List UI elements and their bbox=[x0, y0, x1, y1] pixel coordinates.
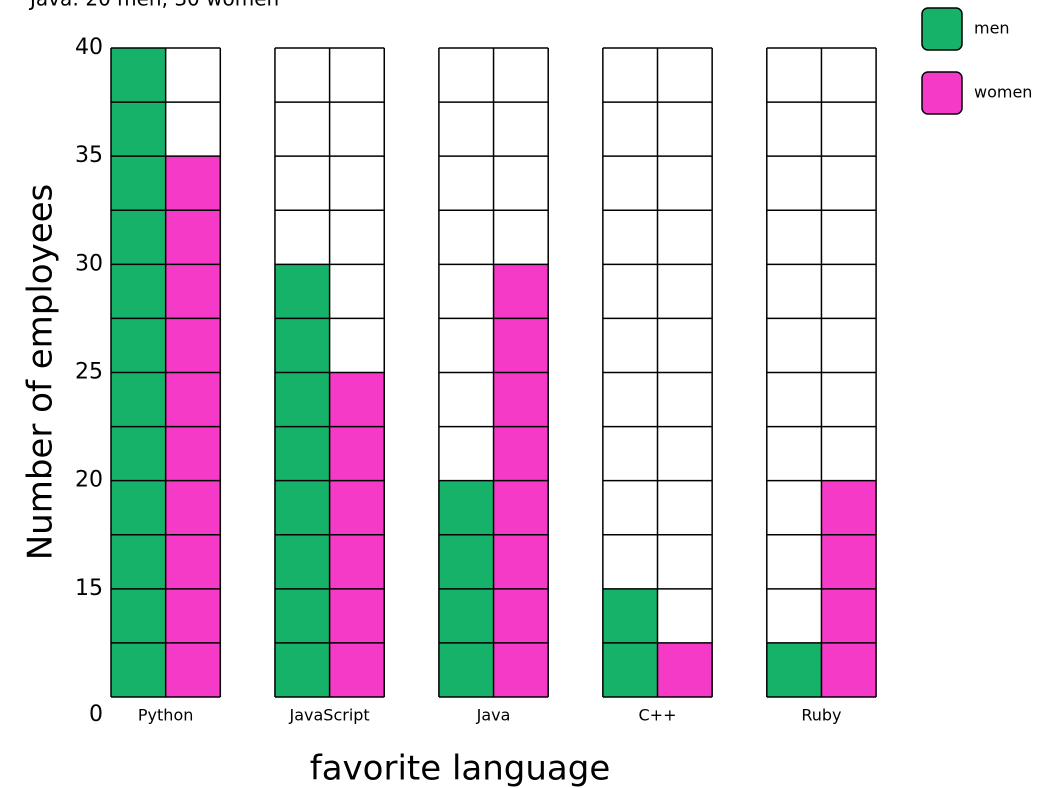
y-tick-label: 15 bbox=[75, 576, 103, 601]
y-tick-label: 0 bbox=[89, 702, 103, 727]
y-tick-label: 30 bbox=[75, 251, 103, 276]
bar bbox=[657, 642, 713, 697]
x-axis-label: favorite language bbox=[310, 749, 611, 788]
x-tick-label: Ruby bbox=[801, 706, 841, 725]
x-tick-label: C++ bbox=[639, 706, 677, 725]
x-tick-label: Python bbox=[138, 706, 193, 725]
x-tick-label: JavaScript bbox=[288, 706, 369, 725]
y-tick-label: 20 bbox=[75, 468, 103, 493]
legend-label: men bbox=[974, 19, 1010, 38]
legend-swatch bbox=[921, 7, 963, 51]
x-tick-label: Java bbox=[476, 706, 511, 725]
y-axis-label: Number of employees bbox=[21, 184, 61, 561]
legend-label: women bbox=[974, 83, 1032, 102]
y-tick-label: 35 bbox=[75, 143, 103, 168]
y-tick-label: 40 bbox=[75, 35, 103, 60]
legend-swatch bbox=[921, 71, 963, 115]
annotation: Java: 20 men, 30 women bbox=[28, 0, 279, 11]
bar bbox=[766, 642, 822, 697]
y-tick-label: 25 bbox=[75, 360, 103, 385]
